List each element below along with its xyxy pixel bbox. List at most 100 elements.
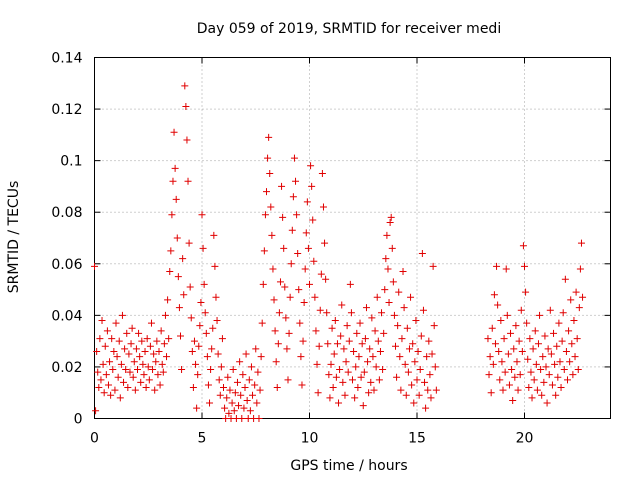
data-point bbox=[182, 102, 190, 110]
data-point bbox=[339, 378, 347, 386]
data-point bbox=[551, 360, 559, 368]
data-point bbox=[341, 391, 349, 399]
data-point bbox=[190, 337, 198, 345]
data-point bbox=[412, 317, 420, 325]
data-point bbox=[570, 317, 578, 325]
data-point bbox=[113, 353, 121, 361]
data-point bbox=[286, 293, 294, 301]
data-point bbox=[251, 381, 259, 389]
data-point bbox=[564, 376, 571, 384]
data-point bbox=[352, 363, 360, 371]
data-point bbox=[145, 376, 153, 384]
data-point bbox=[259, 280, 267, 288]
data-point bbox=[486, 353, 494, 361]
data-point bbox=[139, 360, 147, 368]
data-point bbox=[542, 363, 550, 371]
data-point bbox=[255, 415, 263, 422]
data-point bbox=[365, 389, 373, 397]
data-point bbox=[101, 342, 109, 350]
data-point bbox=[532, 360, 540, 368]
data-point bbox=[388, 244, 396, 252]
data-point bbox=[393, 373, 401, 381]
data-point bbox=[379, 366, 387, 374]
data-point bbox=[171, 164, 179, 172]
data-point bbox=[100, 389, 108, 397]
data-point bbox=[271, 327, 279, 335]
data-point bbox=[260, 247, 268, 255]
data-point bbox=[112, 319, 120, 327]
data-point bbox=[223, 394, 231, 402]
data-point bbox=[142, 384, 150, 392]
data-point bbox=[295, 286, 303, 294]
y-tick-labels: 0 0.02 0.04 0.06 0.08 0.1 0.12 0.14 bbox=[51, 51, 82, 428]
data-point bbox=[179, 255, 187, 263]
data-point bbox=[247, 363, 255, 371]
data-point bbox=[136, 353, 144, 361]
data-point bbox=[278, 182, 286, 190]
data-point bbox=[555, 319, 563, 327]
data-point bbox=[572, 288, 580, 296]
data-point bbox=[534, 340, 542, 348]
data-point bbox=[500, 335, 508, 343]
data-point bbox=[114, 373, 122, 381]
x-tick-label: 5 bbox=[198, 431, 207, 447]
data-point bbox=[123, 329, 131, 337]
data-point bbox=[384, 265, 392, 273]
data-point bbox=[351, 394, 359, 402]
data-point bbox=[141, 347, 149, 355]
data-point bbox=[170, 128, 178, 136]
data-point bbox=[273, 384, 281, 392]
y-tick-label: 0.12 bbox=[51, 102, 82, 118]
data-point bbox=[371, 327, 379, 335]
data-point bbox=[211, 262, 219, 270]
data-point bbox=[396, 353, 404, 361]
data-point bbox=[237, 391, 245, 399]
data-point bbox=[281, 283, 289, 291]
data-point bbox=[229, 366, 237, 374]
data-point bbox=[215, 376, 223, 384]
data-point bbox=[241, 384, 249, 392]
data-point bbox=[543, 399, 551, 407]
data-point bbox=[289, 193, 297, 201]
y-axis-label: SRMTID / TECUs bbox=[6, 181, 22, 294]
data-point bbox=[547, 350, 555, 358]
data-point bbox=[419, 306, 427, 314]
x-tick-label: 20 bbox=[516, 431, 534, 447]
data-point bbox=[383, 231, 391, 239]
data-point bbox=[429, 262, 437, 270]
data-point bbox=[538, 391, 546, 399]
data-point bbox=[403, 324, 411, 332]
data-point bbox=[256, 386, 264, 394]
data-point bbox=[188, 347, 196, 355]
data-point bbox=[245, 376, 253, 384]
data-point bbox=[317, 270, 325, 278]
data-point bbox=[485, 371, 493, 379]
data-point bbox=[315, 342, 323, 350]
data-point bbox=[510, 345, 518, 353]
data-point bbox=[301, 265, 309, 273]
data-point bbox=[224, 373, 232, 381]
data-point bbox=[168, 211, 176, 219]
data-point bbox=[130, 358, 138, 366]
data-point bbox=[290, 154, 298, 162]
data-point bbox=[264, 154, 272, 162]
grid bbox=[94, 57, 611, 419]
data-point bbox=[337, 332, 345, 340]
data-point bbox=[401, 360, 409, 368]
data-point bbox=[361, 335, 369, 343]
data-point bbox=[366, 345, 374, 353]
data-point bbox=[93, 347, 101, 355]
data-point bbox=[103, 327, 111, 335]
data-point bbox=[399, 268, 407, 276]
data-point bbox=[378, 309, 386, 317]
data-point bbox=[235, 402, 243, 410]
data-point bbox=[240, 404, 248, 412]
data-point bbox=[283, 345, 291, 353]
data-point bbox=[261, 211, 269, 219]
data-point bbox=[252, 345, 260, 353]
data-point bbox=[225, 409, 233, 417]
data-point bbox=[331, 317, 339, 325]
data-point bbox=[197, 298, 205, 306]
data-point bbox=[203, 353, 211, 361]
